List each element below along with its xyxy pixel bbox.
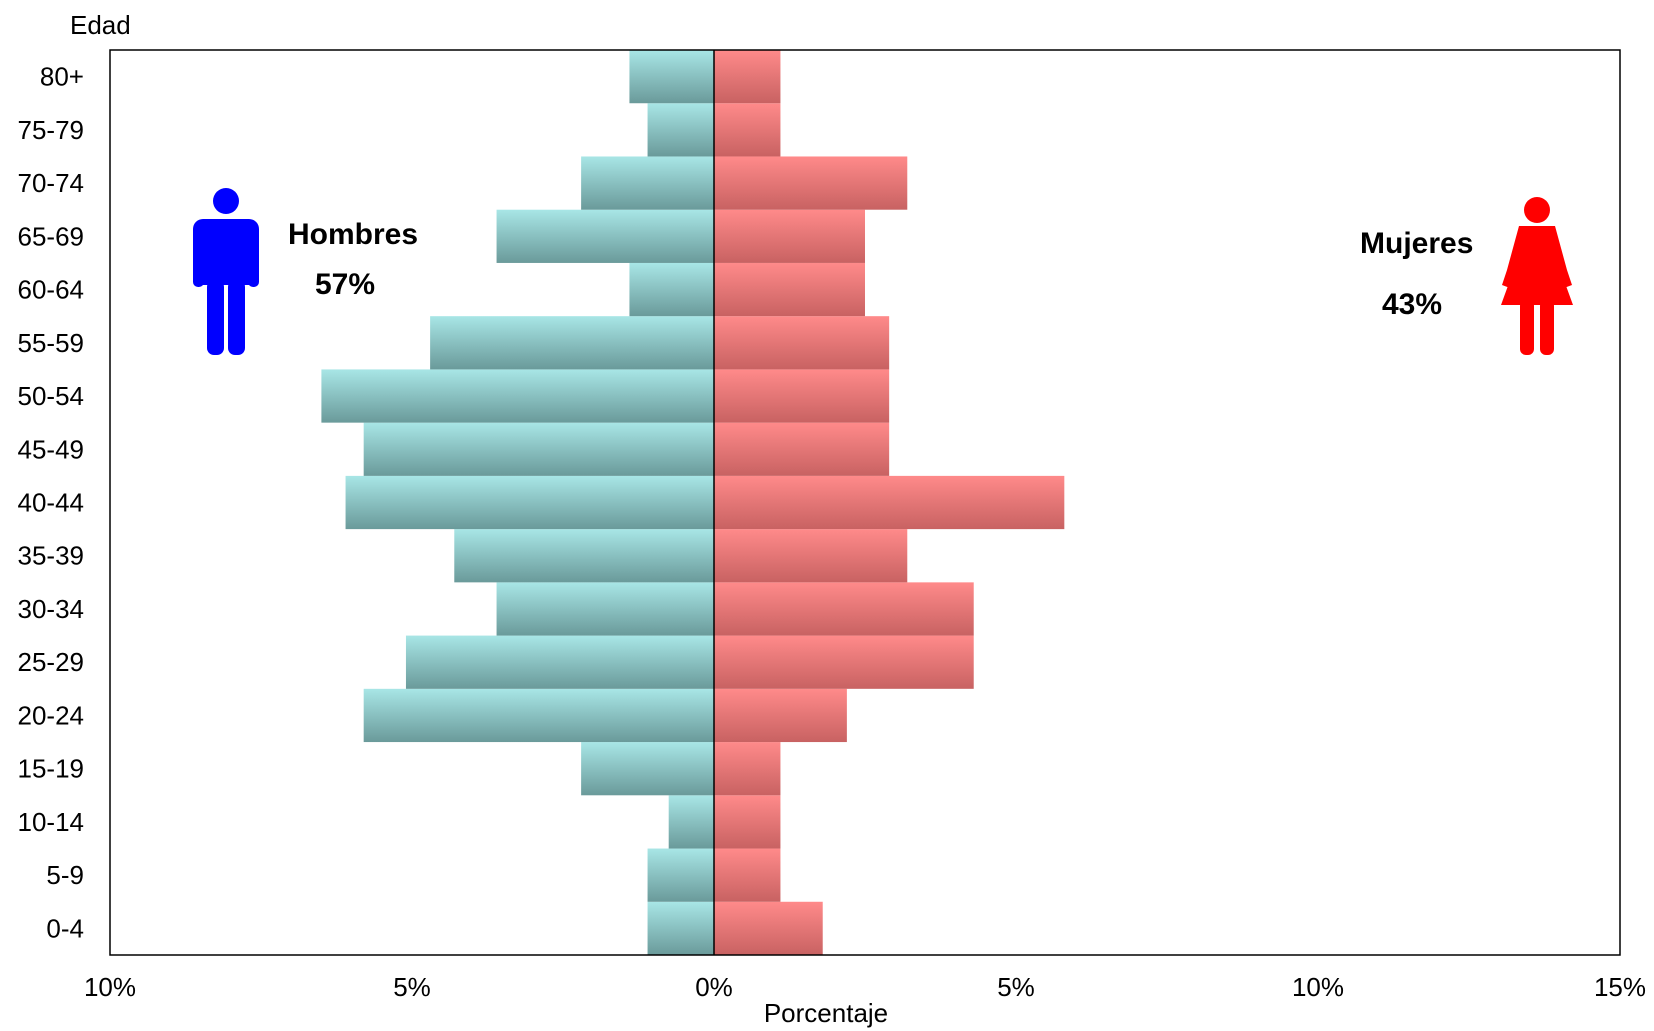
y-tick-label: 25-29 <box>18 647 85 677</box>
bar-mujeres-5-9 <box>714 848 781 902</box>
bar-hombres-0-4 <box>647 901 714 955</box>
bar-hombres-60-64 <box>629 262 714 317</box>
y-tick-label: 70-74 <box>18 168 85 198</box>
bar-hombres-10-14 <box>668 795 714 849</box>
bar-mujeres-20-24 <box>714 688 847 743</box>
bar-mujeres-45-49 <box>714 422 890 476</box>
bar-hombres-75-79 <box>647 103 714 157</box>
female-percentage: 43% <box>1382 288 1442 321</box>
bar-mujeres-0-4 <box>714 901 823 955</box>
male-label: Hombres <box>288 218 418 251</box>
woman-icon <box>1501 197 1573 355</box>
y-tick-label: 45-49 <box>18 434 85 464</box>
bar-hombres-25-29 <box>405 635 714 689</box>
x-axis-title: Porcentaje <box>764 998 888 1028</box>
bar-mujeres-15-19 <box>714 742 781 796</box>
bar-hombres-80+ <box>629 50 714 104</box>
bar-hombres-70-74 <box>581 156 714 210</box>
y-axis-title: Edad <box>70 10 131 40</box>
x-tick-labels: 10% 5% 0% 5% 10% 15% <box>84 972 1646 1002</box>
bar-hombres-30-34 <box>496 582 714 636</box>
y-tick-label: 5-9 <box>46 860 84 890</box>
bar-hombres-35-39 <box>454 529 714 583</box>
y-tick-label: 35-39 <box>18 541 85 571</box>
bar-hombres-15-19 <box>581 742 714 796</box>
bar-mujeres-30-34 <box>714 582 974 636</box>
bar-hombres-50-54 <box>321 369 714 423</box>
bar-mujeres-50-54 <box>714 369 890 423</box>
y-tick-label: 15-19 <box>18 754 85 784</box>
bar-hombres-65-69 <box>496 209 714 263</box>
plot-area-frame <box>109 49 1621 956</box>
bar-mujeres-70-74 <box>714 156 908 210</box>
y-tick-label: 20-24 <box>18 700 85 730</box>
bar-hombres-5-9 <box>647 848 714 902</box>
bar-hombres-45-49 <box>363 422 714 476</box>
bar-mujeres-35-39 <box>714 529 908 583</box>
bar-hombres-40-44 <box>345 475 714 530</box>
y-tick-label: 60-64 <box>18 275 85 305</box>
x-tick-label: 10% <box>1292 972 1344 1002</box>
y-tick-label: 75-79 <box>18 115 85 145</box>
female-label: Mujeres <box>1360 227 1473 260</box>
y-tick-label: 40-44 <box>18 488 85 518</box>
y-tick-label: 80+ <box>40 62 84 92</box>
bar-mujeres-40-44 <box>714 475 1065 530</box>
bar-mujeres-10-14 <box>714 795 781 849</box>
bar-mujeres-65-69 <box>714 209 865 263</box>
bars-layer <box>321 50 1065 955</box>
bar-mujeres-60-64 <box>714 262 865 317</box>
bar-mujeres-55-59 <box>714 316 890 370</box>
bar-hombres-55-59 <box>430 316 714 370</box>
y-tick-labels: 0-4 5-9 10-14 15-19 20-24 25-29 30-34 35-39 40-4… <box>18 62 85 944</box>
x-tick-label: 15% <box>1594 972 1646 1002</box>
x-tick-label: 5% <box>997 972 1035 1002</box>
y-tick-label: 55-59 <box>18 328 85 358</box>
bar-mujeres-25-29 <box>714 635 974 689</box>
y-tick-label: 65-69 <box>18 221 85 251</box>
x-tick-label: 5% <box>393 972 431 1002</box>
x-tick-label: 10% <box>84 972 136 1002</box>
y-tick-label: 30-34 <box>18 594 85 624</box>
bar-hombres-20-24 <box>363 688 714 743</box>
y-tick-label: 10-14 <box>18 807 85 837</box>
y-tick-label: 0-4 <box>46 913 84 943</box>
man-icon <box>193 188 259 355</box>
male-percentage: 57% <box>315 268 375 301</box>
x-tick-label: 0% <box>695 972 733 1002</box>
y-tick-label: 50-54 <box>18 381 85 411</box>
bar-mujeres-75-79 <box>714 103 781 157</box>
bar-mujeres-80+ <box>714 50 781 104</box>
